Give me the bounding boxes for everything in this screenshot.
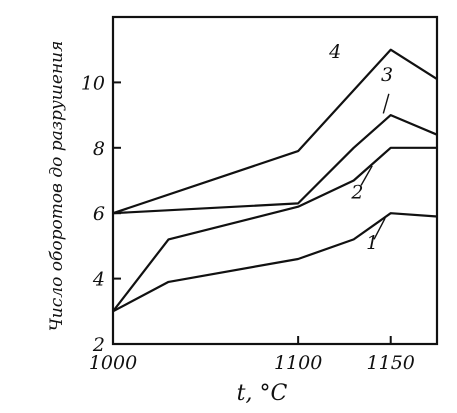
- series-label-1: 1: [366, 232, 378, 254]
- label-leaders: [360, 93, 390, 240]
- series-label-2: 2: [350, 181, 363, 203]
- series-line-1: [112, 212, 438, 313]
- x-tick-label-1150: 1150: [367, 352, 415, 374]
- y-tick-label-2: 2: [92, 334, 105, 356]
- series-label-leader-3: [382, 93, 390, 114]
- series-label-4: 4: [328, 41, 341, 63]
- y-tick-label-8: 8: [93, 138, 105, 160]
- series-line-3: [112, 113, 438, 215]
- y-tick-label-4: 4: [92, 269, 105, 291]
- series-lines: [112, 48, 438, 313]
- series-label-3: 3: [381, 64, 393, 86]
- series-label-leader-1: [373, 217, 386, 240]
- series-label-leader-2: [360, 165, 373, 186]
- x-tick-label-1000: 1000: [89, 352, 137, 374]
- y-tick-label-6: 6: [93, 203, 105, 225]
- x-tick-label-1100: 1100: [274, 352, 322, 374]
- series-line-4: [112, 48, 438, 215]
- axis-ticks: [112, 81, 392, 345]
- y-tick-label-10: 10: [81, 72, 105, 94]
- series-line-2: [112, 146, 437, 312]
- y-axis-label: Число оборотов до разрушения: [47, 41, 67, 332]
- plot-frame: [111, 15, 439, 346]
- tick-labels: 2 4 6 8 10 1000 1100 1150 1 2 3 4: [81, 41, 415, 374]
- x-axis-label: t, °C: [237, 381, 288, 406]
